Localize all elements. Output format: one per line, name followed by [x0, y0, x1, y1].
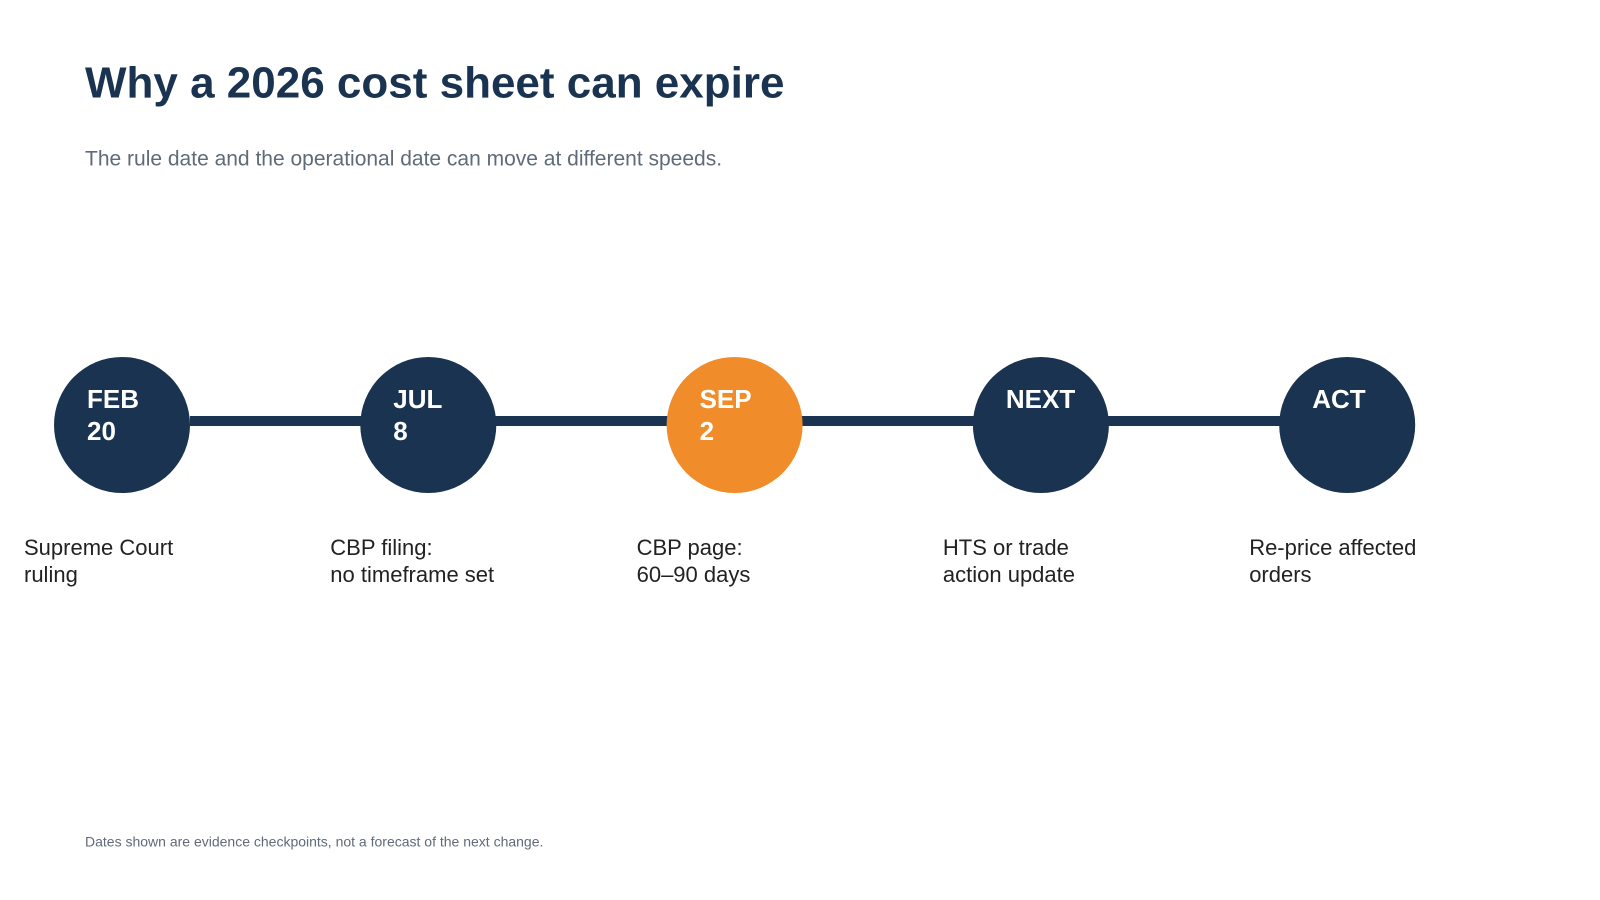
milestone-label: 20 — [87, 416, 116, 446]
footnote: Dates shown are evidence checkpoints, no… — [85, 834, 543, 850]
milestone-circle — [54, 357, 190, 493]
milestone-label: 8 — [393, 416, 407, 446]
milestone-description: action update — [943, 562, 1075, 587]
milestone-description: CBP filing: — [330, 535, 432, 560]
milestone-label: ACT — [1312, 384, 1366, 414]
milestone-description: ruling — [24, 562, 78, 587]
subtitle: The rule date and the operational date c… — [85, 148, 722, 171]
milestone-circle — [360, 357, 497, 493]
milestone-circle — [666, 357, 803, 493]
milestone-circle — [1279, 357, 1416, 493]
milestone-description: no timeframe set — [330, 562, 494, 587]
milestone-label: SEP — [700, 384, 752, 414]
milestone-label: 2 — [700, 416, 714, 446]
milestone-label: NEXT — [1006, 384, 1075, 414]
milestone-description: Supreme Court — [24, 535, 173, 560]
milestone-description: CBP page: — [637, 535, 743, 560]
milestone-description: 60–90 days — [637, 562, 751, 587]
milestone-label: FEB — [87, 384, 139, 414]
milestone-label: JUL — [393, 384, 442, 414]
milestone-description: orders — [1249, 562, 1311, 587]
milestone-description: HTS or trade — [943, 535, 1069, 560]
milestone-circle — [972, 357, 1109, 493]
title: Why a 2026 cost sheet can expire — [85, 59, 784, 108]
milestone-description: Re-price affected — [1249, 535, 1416, 560]
